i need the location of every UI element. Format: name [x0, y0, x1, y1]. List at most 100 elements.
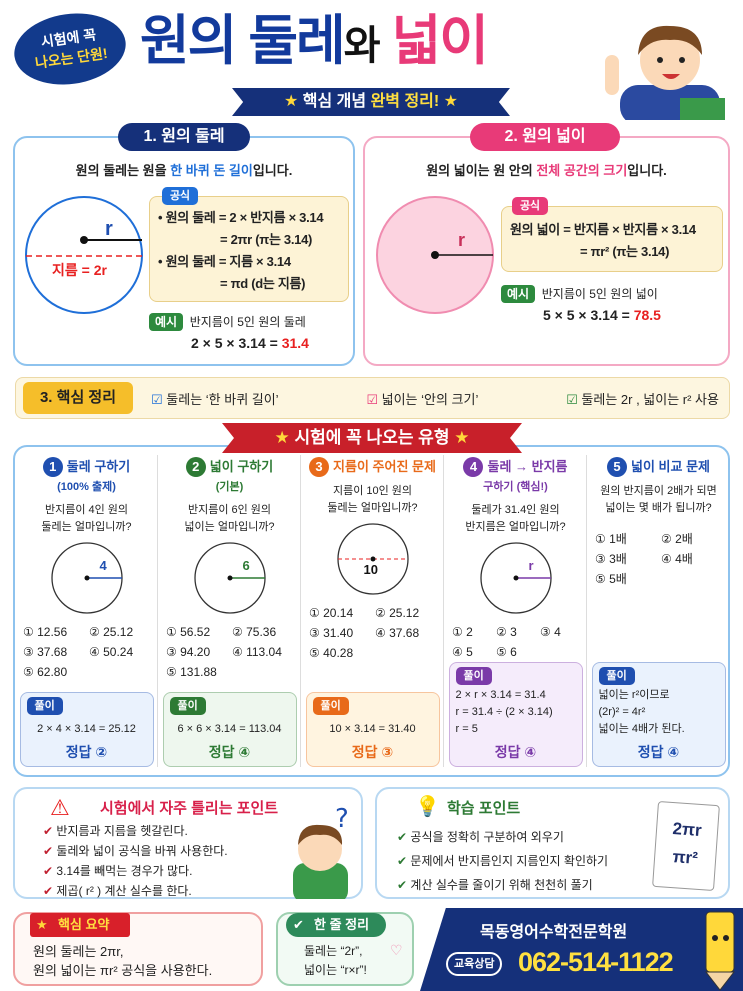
example-question: 반지름이 5인 원의 넓이 — [541, 287, 658, 301]
answer-label: 정답 — [494, 744, 521, 760]
core-summary-panel: 원의 둘레는 2πr, 원의 넓이는 πr² 공식을 사용한다. — [13, 912, 263, 986]
solution-tag: 풀이 — [169, 697, 206, 715]
answer-value: ② — [95, 744, 108, 760]
study-text: 계산 실수를 줄이기 위해 천천히 풀기 — [410, 878, 593, 892]
answer-choice[interactable]: ① 20.14 — [309, 606, 354, 620]
answer-choice[interactable]: ② 25.12 — [375, 606, 420, 620]
study-item: ✔ 공식을 정확히 구분하여 외우기 — [397, 830, 564, 844]
example-tag: 예시 — [501, 285, 536, 303]
answer-label: 정답 — [351, 744, 378, 760]
summary-line: 원의 넓이는 πr² 공식을 사용한다. — [33, 963, 213, 978]
subtitle-ribbon: ★ 핵심 개념 완벽 정리! ★ — [232, 88, 510, 116]
answer-choice[interactable]: ⑤ 40.28 — [309, 646, 354, 660]
answer-choice[interactable]: ③ 3배 — [595, 552, 627, 566]
answer-choice[interactable]: ④ 37.68 — [375, 626, 420, 640]
intro-text-end: 입니다. — [627, 163, 667, 178]
key-point-text: 둘레는 ‘한 바퀴 길이’ — [166, 391, 279, 407]
academy-name: 목동영어수학전문학원 — [480, 924, 628, 941]
problem-title-text: 지름이 주어진 문제 — [333, 459, 436, 474]
problem-question: 지름이 10인 원의 둘레는 얼마입니까? — [327, 483, 417, 517]
area-intro: 원의 넓이는 원 안의 전체 공간의 크기입니다. — [365, 160, 728, 179]
common-mistakes-panel: ⚠ 시험에서 자주 틀리는 포인트 ✔ 반지름과 지름을 헷갈린다. ✔ 둘레와… — [13, 787, 363, 899]
oneline-line: 넓이는 “r×r”! — [304, 963, 367, 977]
consult-badge: 교육상담 — [446, 952, 503, 976]
answer-choice[interactable]: ③ 94.20 — [166, 645, 211, 659]
solution-tag: 풀이 — [312, 697, 349, 715]
question-line: 반지름은 얼마입니까? — [465, 521, 566, 533]
answer-choice[interactable]: ① 12.56 — [23, 625, 68, 639]
question-line: 지름이 10인 원의 — [332, 485, 413, 497]
solution-box: 풀이 6 × 6 × 3.14 = 113.04 정답 ④ — [162, 692, 297, 767]
problem-number-icon: 3 — [309, 457, 330, 477]
solution-box: 풀이 2 × r × 3.14 = 31.4 r = 31.4 ÷ (2 × 3.… — [448, 662, 583, 767]
answer-choice[interactable]: ② 3 — [496, 625, 517, 639]
problem-title-text: 넓이 비교 문제 — [631, 459, 710, 474]
solution-tag: 풀이 — [26, 697, 63, 715]
answer-choice[interactable]: ④ 5 — [452, 645, 473, 659]
area-example-calc: 5 × 5 × 3.14 = 78.5 — [501, 304, 723, 326]
answer-choice[interactable]: ② 2배 — [661, 532, 693, 546]
problem-title-text: 넓이 구하기 — [209, 459, 274, 474]
confused-boy-illustration: ? — [293, 804, 349, 899]
correct-answer: 정답 ④ — [170, 742, 290, 762]
study-item: ✔ 문제에서 반지름인지 지름인지 확인하기 — [397, 854, 609, 868]
heart-icon: ♡ — [390, 942, 403, 958]
intro-highlight: 한 바퀴 돈 길이 — [170, 163, 253, 178]
answer-choice[interactable]: ③ 4 — [540, 625, 561, 639]
solution-line: r = 5 — [455, 723, 478, 735]
mistake-item: ✔ 3.14를 빼먹는 경우가 많다. — [43, 864, 193, 878]
problem-circle-diagram — [336, 523, 409, 595]
checkbox-icon: ☑ — [151, 391, 163, 407]
phone-number[interactable]: 062-514-1122 — [518, 947, 674, 977]
answer-choice[interactable]: ⑤ 5배 — [595, 572, 627, 586]
answer-choice[interactable]: ② 75.36 — [232, 625, 277, 639]
solution-box: 풀이 넓이는 r²이므로 (2r)² = 4r² 넓이는 4배가 된다. 정답 ④ — [591, 662, 726, 767]
mistake-text: 반지름과 지름을 헷갈린다. — [56, 824, 188, 838]
answer-value: ③ — [381, 744, 394, 760]
answer-choice[interactable]: ⑤ 131.88 — [166, 665, 217, 679]
solution-line: 2 × r × 3.14 = 31.4 — [455, 689, 546, 701]
study-list: ✔ 공식을 정확히 구분하여 외우기 ✔ 문제에서 반지름인지 지름인지 확인하… — [397, 825, 608, 897]
summary-line: 원의 둘레는 2πr, — [33, 944, 124, 959]
answer-choice[interactable]: ④ 4배 — [661, 552, 693, 566]
circumference-example: 예시 반지름이 5인 원의 둘레 — [149, 312, 349, 332]
answer-choice[interactable]: ① 2 — [452, 625, 473, 639]
filled-circle-diagram — [376, 196, 494, 314]
title-part1: 원의 둘레 — [140, 11, 346, 71]
answer-choices: ① 20.14 ② 25.12 ③ 31.40 ④ 37.68 ⑤ 40.28 — [301, 603, 444, 663]
answer-choice[interactable]: ① 56.52 — [166, 625, 211, 639]
answer-choice[interactable]: ② 25.12 — [89, 625, 134, 639]
diameter-label: 지름 = 2r — [52, 262, 107, 278]
answer-choice[interactable]: ④ 113.04 — [232, 645, 282, 659]
intro-text: 원의 넓이는 원 안의 — [426, 163, 537, 178]
star-icon: ★ — [274, 428, 290, 447]
answer-choice[interactable]: ④ 50.24 — [89, 645, 134, 659]
answer-choice[interactable]: ③ 31.40 — [309, 626, 354, 640]
solution-line: 2 × 4 × 3.14 = 25.12 — [37, 723, 136, 735]
problem-circle-diagram — [193, 542, 266, 614]
answer-choices: ① 56.52 ② 75.36 ③ 94.20 ④ 113.04 ⑤ 131.88 — [158, 622, 301, 682]
academy-banner: 목동영어수학전문학원 교육상담 062-514-1122 — [420, 908, 743, 991]
note-formula: πr² — [671, 847, 699, 868]
answer-choices: ① 1배 ② 2배 ③ 3배 ④ 4배 ⑤ 5배 — [587, 529, 730, 589]
figure-label: 6 — [242, 558, 250, 573]
answer-value: ④ — [238, 744, 251, 760]
study-text: 문제에서 반지름인지 지름인지 확인하기 — [410, 854, 609, 868]
formula-line: • 원의 둘레 = 지름 × 3.14 — [158, 254, 291, 269]
area-example: 예시 반지름이 5인 원의 넓이 — [501, 284, 723, 304]
problem-number-icon: 1 — [42, 457, 63, 477]
formula-line: = πr² (π는 3.14) — [580, 244, 670, 259]
question-line: 둘레가 31.4인 원의 — [471, 504, 560, 516]
problem-subtitle: 구하기 (핵심!) — [483, 481, 548, 493]
example-answer: 31.4 — [281, 335, 309, 351]
key-point: ☑ 둘레는 ‘한 바퀴 길이’ — [151, 389, 279, 408]
answer-choice[interactable]: ① 1배 — [595, 532, 627, 546]
star-icon: ★ — [443, 93, 459, 110]
question-line: 원의 반지름이 2배가 되면 — [600, 485, 717, 497]
mistake-text: 제곱( r² ) 계산 실수를 한다. — [56, 884, 192, 898]
answer-choice[interactable]: ⑤ 6 — [496, 645, 517, 659]
problem-circle-diagram — [479, 542, 552, 614]
answer-choice[interactable]: ③ 37.68 — [23, 645, 68, 659]
study-points-panel: 💡 학습 포인트 ✔ 공식을 정확히 구분하여 외우기 ✔ 문제에서 반지름인지… — [375, 787, 730, 899]
answer-choice[interactable]: ⑤ 62.80 — [23, 665, 68, 679]
